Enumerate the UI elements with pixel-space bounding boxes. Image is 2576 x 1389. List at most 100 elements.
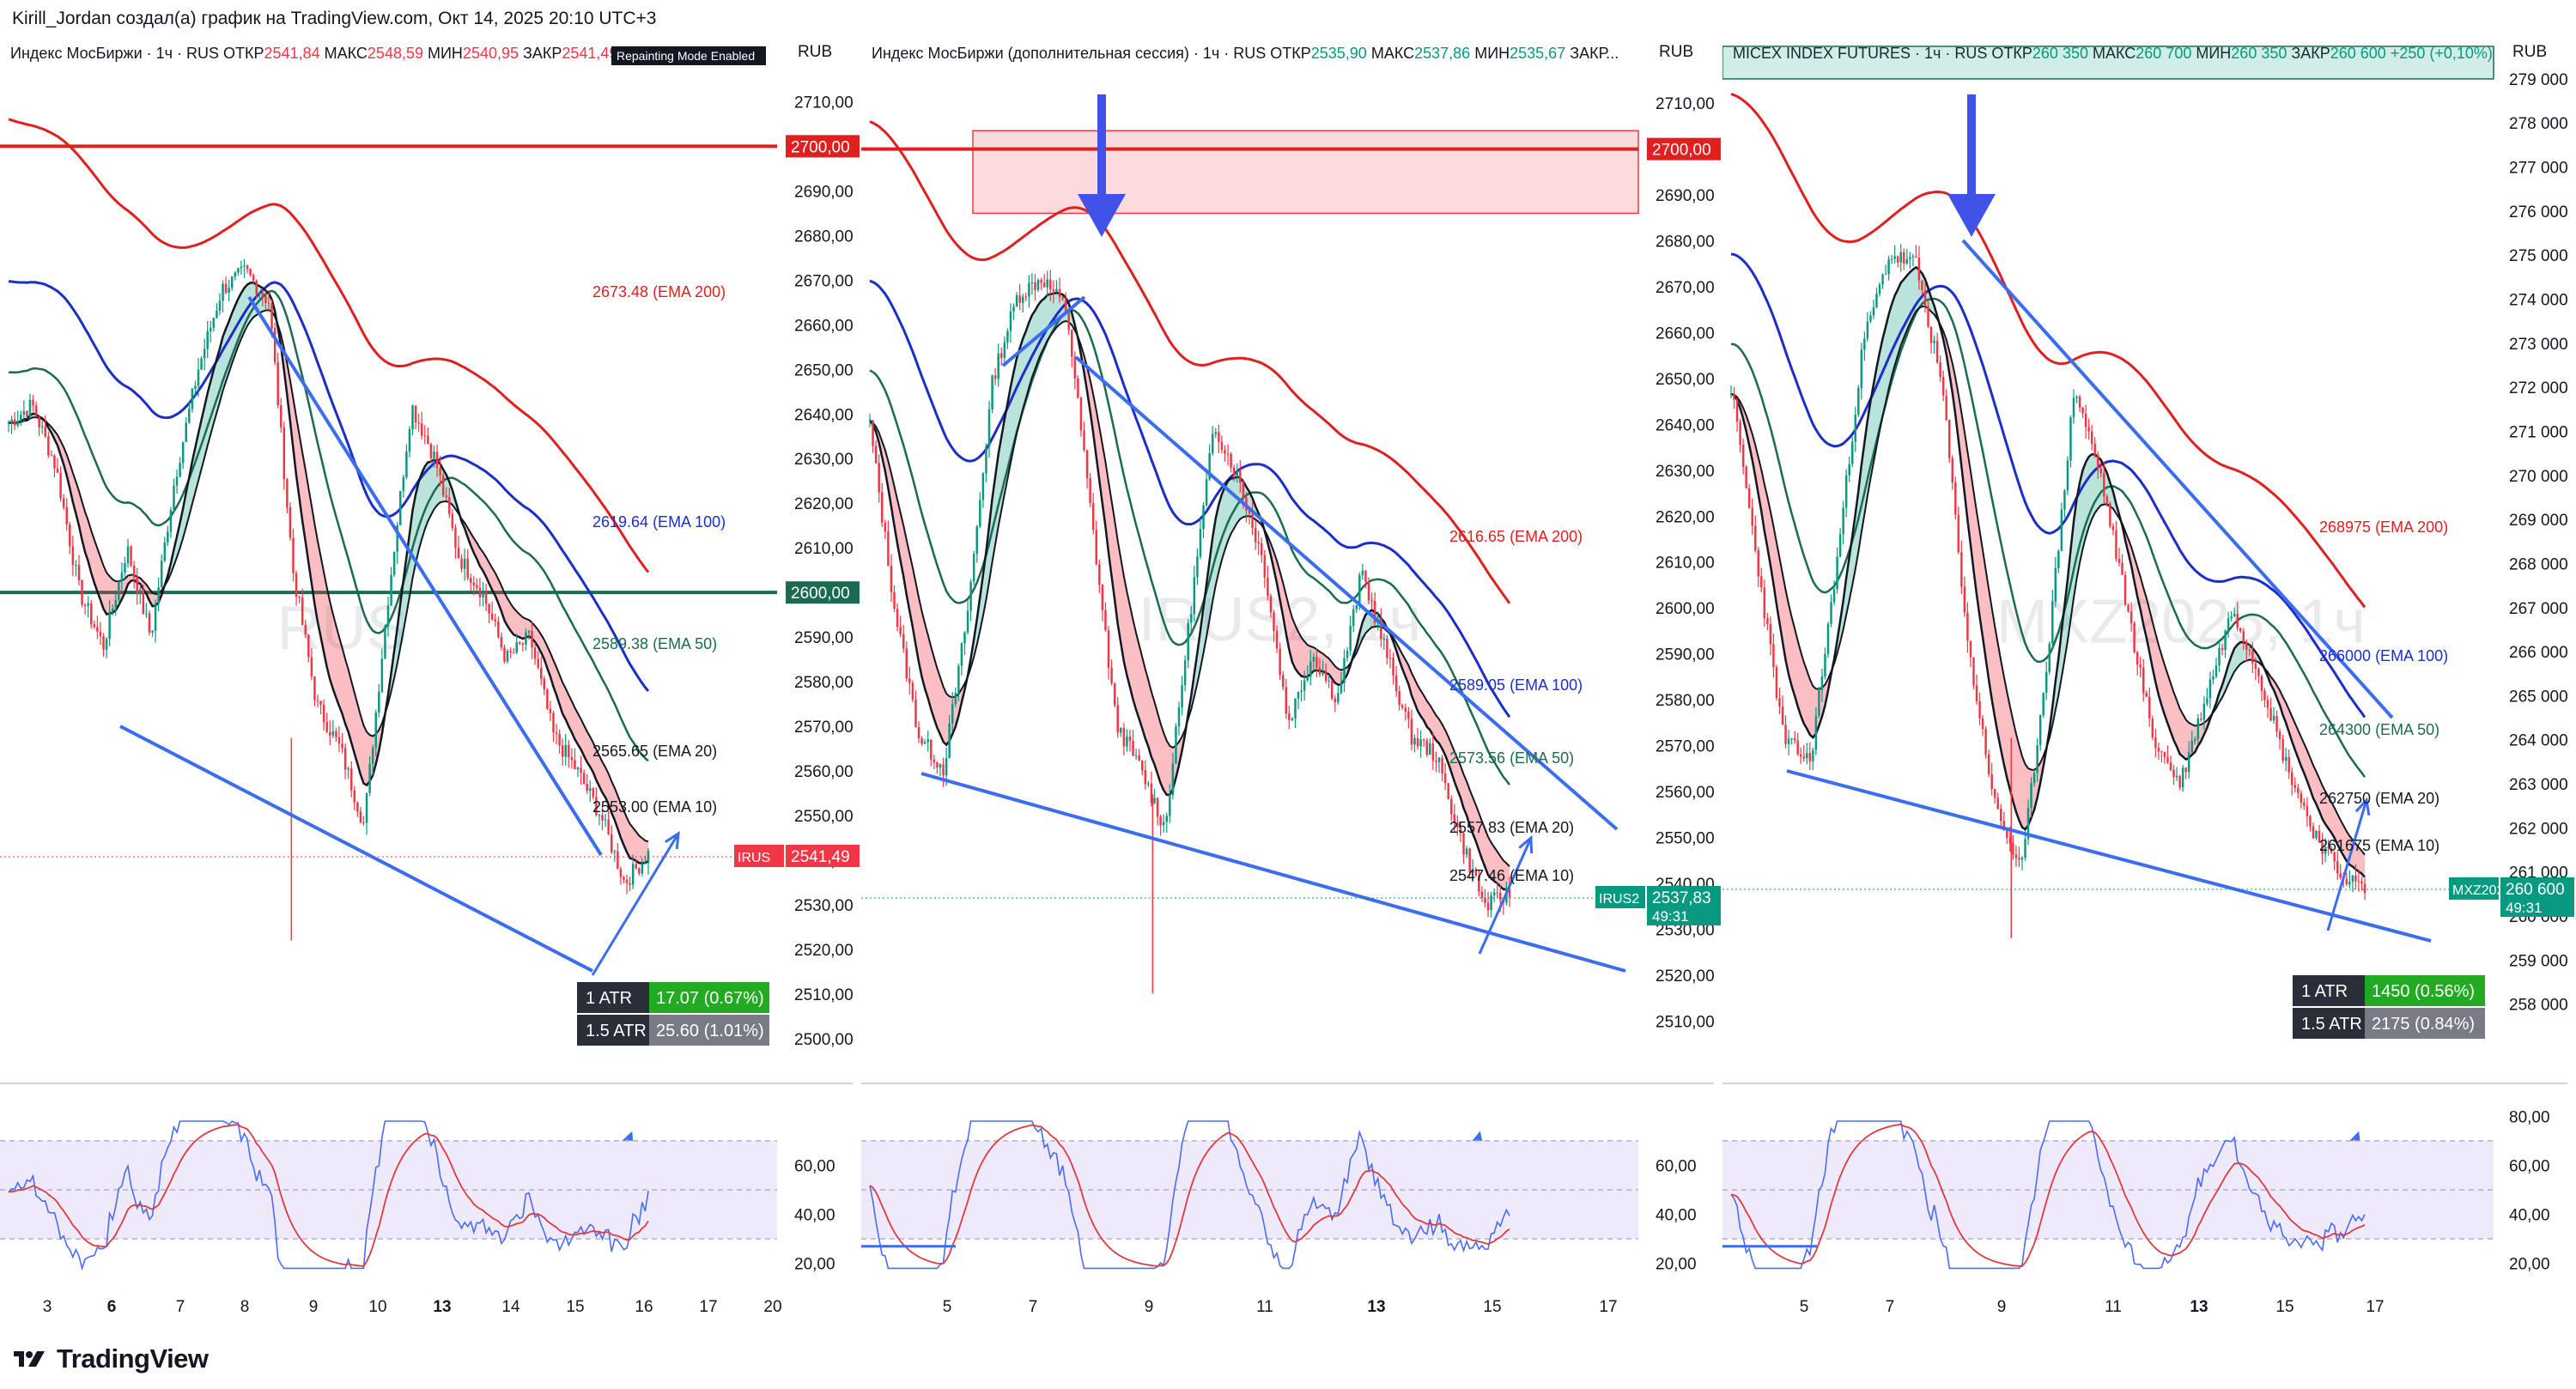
chart-panel-imoex[interactable]: Индекс МосБиржи · 1ч · RUS ОТКР2541,84 М… (0, 39, 861, 1322)
candle-body (1478, 876, 1480, 892)
chart-panel-imoex-extended-session[interactable]: Индекс МосБиржи (дополнительная сессия) … (861, 39, 1722, 1322)
candle-body (635, 864, 637, 869)
candle-body (1763, 587, 1766, 619)
ema-label: 261675 (EMA 10) (2319, 837, 2439, 854)
down-arrow-icon (1947, 194, 1996, 237)
rsi-tick-label: 20,00 (2509, 1256, 2550, 1274)
chart-svg: Индекс МосБиржи · 1ч · RUS ОТКР2541,84 М… (0, 43, 860, 1316)
candle-body (1128, 736, 1132, 742)
candle-body (301, 597, 304, 625)
ema100-line (8, 280, 650, 692)
candle-body (1848, 464, 1850, 476)
header-part-5: МИН (1474, 45, 1510, 62)
candle-body (1443, 773, 1447, 784)
arrow-head-icon (665, 831, 680, 850)
candle-body (105, 639, 108, 650)
candle-body (2318, 830, 2321, 843)
candle-body (264, 296, 267, 303)
candle-body (1049, 279, 1052, 290)
candle-body (966, 610, 969, 633)
candle-body (145, 613, 148, 615)
candle-body (2105, 496, 2109, 504)
candle-body (1484, 898, 1486, 903)
candle-body (2178, 775, 2181, 788)
candle-body (1400, 705, 1404, 708)
candle-body (2060, 509, 2063, 551)
candle-body (2196, 719, 2200, 739)
candle-body (1814, 715, 1818, 750)
rsi-line (1730, 1120, 2366, 1270)
candle-body (230, 276, 234, 288)
price-tag-value: 2537,83 (1652, 889, 1711, 907)
candle-body (1496, 892, 1498, 894)
candle-body (1224, 449, 1226, 454)
candle-body (2354, 875, 2357, 882)
chart-panel-micex-futures[interactable]: MICEX INDEX FUTURES · 1ч · RUS ОТКР260 3… (1722, 39, 2576, 1322)
candle-body (132, 565, 136, 578)
candle-body (1061, 297, 1064, 300)
candle-body (506, 651, 509, 662)
header-part-2: 2535,90 (1311, 45, 1371, 62)
candle-body (10, 419, 13, 423)
y-tick-label: 2640,00 (1656, 416, 1715, 434)
candle-body (175, 476, 179, 486)
y-tick-label: 2690,00 (794, 183, 854, 201)
candle-body (200, 358, 203, 370)
candle-body (1382, 638, 1386, 640)
candle-body (380, 658, 384, 692)
candle-body (1939, 362, 1941, 378)
candle-body (1147, 783, 1150, 785)
candle-body (1190, 614, 1193, 623)
candle-body (533, 647, 537, 659)
header-part-6: 2540,95 (463, 45, 523, 62)
y-tick-label: 266 000 (2509, 644, 2568, 662)
candle-body (1104, 610, 1107, 631)
footer-logo[interactable]: TradingView (12, 1339, 209, 1379)
candle-body (228, 288, 230, 293)
y-tick-label: 2580,00 (794, 674, 854, 692)
x-tick-label: 7 (1886, 1298, 1895, 1316)
candle-body (519, 641, 521, 644)
candle-body (1881, 274, 1884, 285)
candle-body (1775, 667, 1778, 699)
candle-body (1273, 612, 1275, 631)
candle-body (1306, 676, 1309, 681)
candle-body (500, 636, 503, 648)
candle-body (62, 498, 65, 507)
candle-body (2069, 417, 2072, 461)
x-tick-label: 17 (2366, 1298, 2384, 1316)
candle-body (411, 405, 414, 429)
header-part-5: МИН (2196, 45, 2231, 62)
candle-body (1101, 585, 1104, 610)
candle-body (1236, 470, 1238, 476)
rsi-signal-line (1730, 1123, 2366, 1267)
candle-body (1778, 698, 1781, 707)
y-tick-label: 2560,00 (794, 763, 854, 781)
candle-body (2360, 881, 2363, 884)
candle-body (1923, 289, 1927, 306)
candle-body (1288, 713, 1291, 720)
ema-label: 2553.00 (EMA 10) (592, 798, 717, 816)
candle-body (1456, 822, 1459, 828)
ema10-line (1730, 265, 2366, 878)
top-bar: Kirill_Jordan создал(а) график на Tradin… (0, 0, 2576, 39)
rsi-tick-label: 20,00 (794, 1256, 835, 1274)
x-tick-label: 15 (1483, 1298, 1501, 1316)
ema-label: 2616.65 (EMA 200) (1449, 528, 1583, 545)
candle-body (2300, 792, 2303, 803)
candle-body (1969, 640, 1972, 658)
candle-body (1196, 556, 1199, 578)
candle-body (1416, 737, 1419, 747)
candle-body (2166, 757, 2169, 763)
candle-body (65, 506, 68, 525)
candle-body (1165, 816, 1169, 822)
level-tag (786, 581, 860, 604)
candle-body (1747, 488, 1751, 508)
candle-body (335, 731, 337, 737)
ema20-line (8, 308, 649, 843)
candle-body (2103, 473, 2105, 497)
trendline-upper (247, 295, 603, 857)
candle-body (1349, 625, 1352, 651)
y-tick-label: 2580,00 (1656, 692, 1715, 710)
candle-body (396, 525, 398, 552)
